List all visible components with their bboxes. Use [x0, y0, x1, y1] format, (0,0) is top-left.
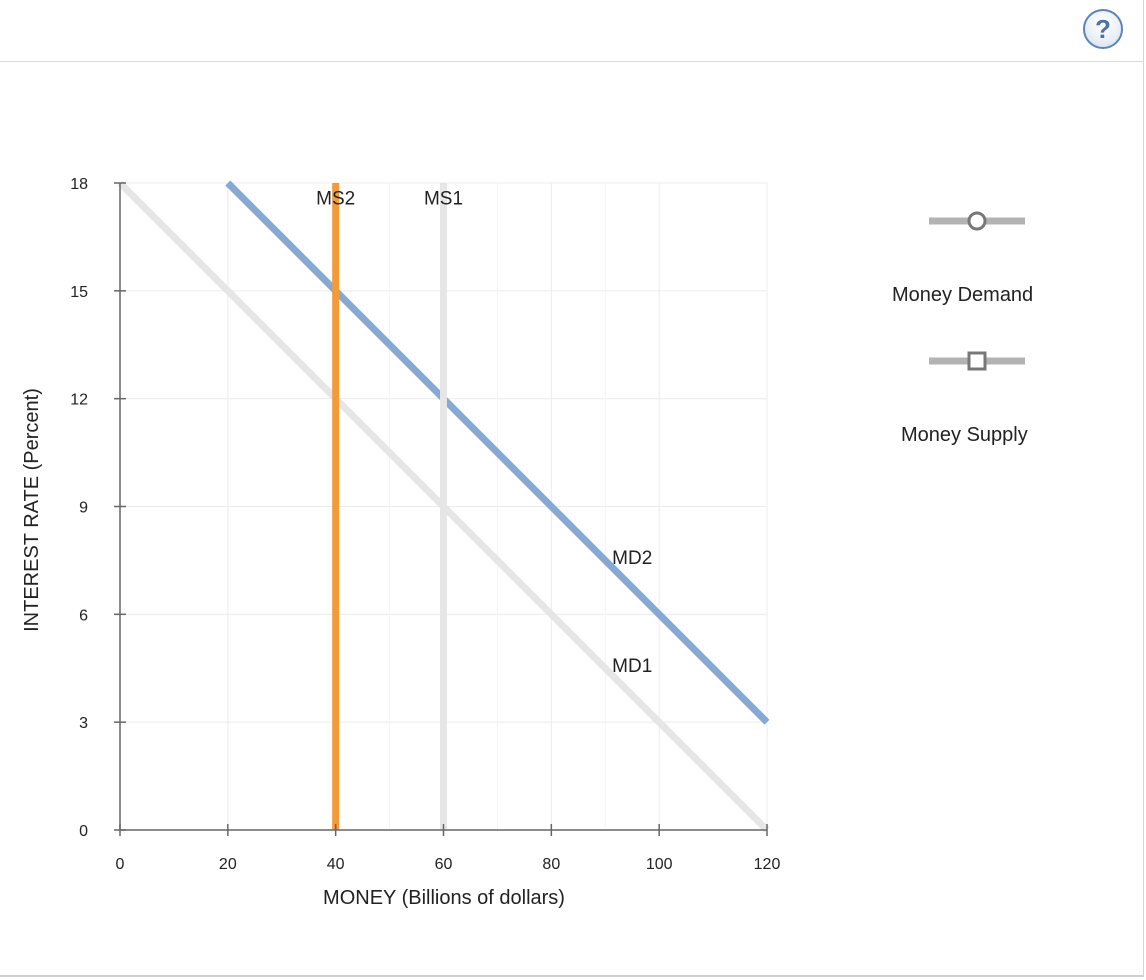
legend-label-money-demand: Money Demand	[892, 284, 1034, 306]
x-tick-label-40: 40	[327, 856, 345, 873]
legend-label-money-supply: Money Supply	[901, 424, 1028, 446]
square-marker-icon	[967, 351, 987, 371]
x-tick-label-0: 0	[116, 856, 125, 873]
series-line-md2[interactable]	[225, 180, 770, 725]
help-button[interactable]: ?	[1083, 9, 1123, 49]
tick-labels: 0 20 40 60 80 100 120 0 3 6 9 12 15 18	[70, 176, 780, 873]
x-tick-label-20: 20	[219, 856, 237, 873]
circle-marker-icon	[967, 211, 987, 231]
curve-label-md1: MD1	[612, 656, 652, 677]
y-tick-label-18: 18	[70, 176, 88, 193]
x-tick-label-80: 80	[542, 856, 560, 873]
y-axis-label: INTEREST RATE (Percent)	[21, 388, 43, 632]
x-axis-label: MONEY (Billions of dollars)	[323, 887, 565, 909]
legend-supply-tool[interactable]	[929, 351, 1025, 371]
x-tick-label-60: 60	[435, 856, 453, 873]
y-tick-label-15: 15	[70, 284, 88, 301]
legend-demand-tool[interactable]	[929, 211, 1025, 231]
y-tick-label-12: 12	[70, 392, 88, 409]
curve-label-md2: MD2	[612, 548, 652, 569]
curve-labels: MS2 MS1 MD2 MD1	[316, 189, 652, 677]
legend: Money Demand Money Supply	[880, 200, 1080, 460]
y-tick-label-6: 6	[79, 607, 88, 624]
question-mark-icon: ?	[1095, 13, 1111, 44]
series-lines	[117, 180, 770, 833]
x-tick-label-100: 100	[646, 856, 673, 873]
x-tick-label-120: 120	[754, 856, 781, 873]
toolbar: ?	[0, 0, 1144, 62]
y-tick-label-9: 9	[79, 500, 88, 517]
y-tick-label-0: 0	[79, 823, 88, 840]
curve-label-ms1: MS1	[424, 189, 463, 210]
axes	[114, 182, 768, 836]
y-tick-label-3: 3	[79, 715, 88, 732]
curve-label-ms2: MS2	[316, 189, 355, 210]
